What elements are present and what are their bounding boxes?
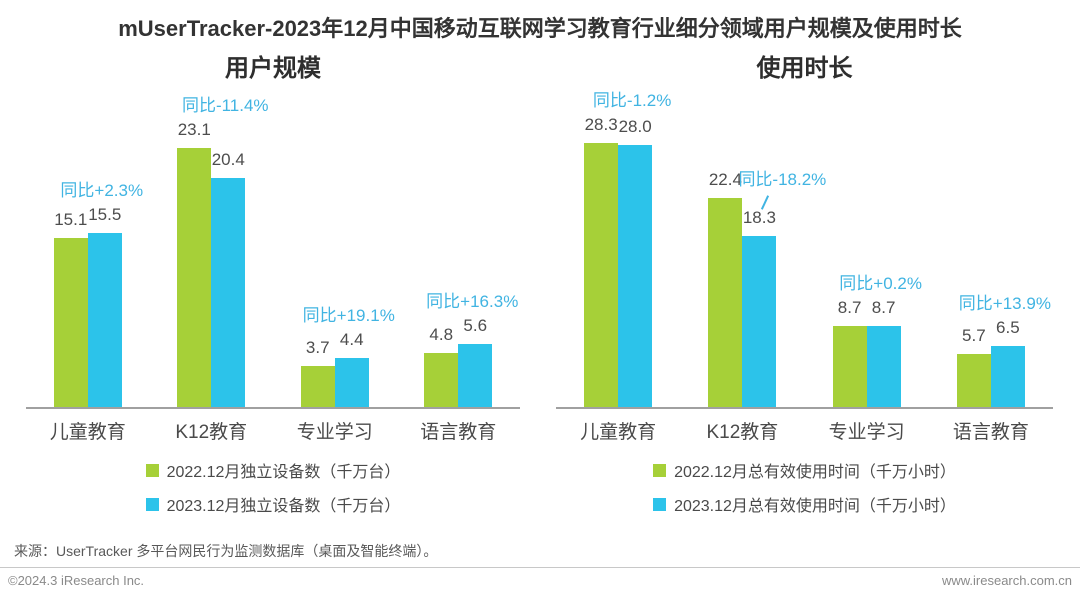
yoy-annotation-K12教育: 同比-18.2% bbox=[738, 169, 827, 189]
bar-group-儿童教育: 28.3 28.0 同比-1.2% bbox=[556, 92, 680, 407]
bar-2022-语言教育 bbox=[956, 353, 991, 407]
yoy-annotation-专业学习: 同比+0.2% bbox=[839, 273, 922, 293]
bar-2022-专业学习 bbox=[300, 365, 335, 407]
value-label-2023-K12教育: 18.3 bbox=[742, 208, 776, 228]
bar-group-K12教育: 22.4 18.3 同比-18.2% bbox=[680, 95, 826, 407]
x-label-k12-edu: K12教育 bbox=[175, 421, 248, 443]
bar-2023-儿童教育 bbox=[618, 145, 653, 407]
chart-panel-usage-time: 使用时长 28.3 28.0 同比-1.2% 22.4 18.3 同比-18.2% 8.7 8… bbox=[556, 52, 1053, 521]
value-label-2023-语言教育: 6.5 bbox=[996, 318, 1020, 338]
legend-usage-time: 2022.12月总有效使用时间（千万小时） 2023.12月总有效使用时间（千万… bbox=[556, 453, 1053, 521]
legend-swatch-2023-icon bbox=[653, 497, 667, 511]
legend-swatch-2023-icon bbox=[145, 497, 159, 511]
legend-label-2022-devices: 2022.12月独立设备数（千万台） bbox=[166, 464, 401, 481]
source-note: 来源：UserTracker 多平台网民行为监测数据库（桌面及智能终端）。 bbox=[14, 543, 438, 559]
x-label-language-edu: 语言教育 bbox=[420, 421, 497, 443]
bar-2023-专业学习 bbox=[866, 325, 901, 407]
value-label-2023-语言教育: 5.6 bbox=[463, 316, 488, 336]
yoy-annotation-K12教育: 同比-11.4% bbox=[181, 95, 269, 115]
bar-pair: 28.3 28.0 同比-1.2% bbox=[584, 92, 671, 407]
bar-pair: 8.7 8.7 同比+0.2% bbox=[832, 275, 922, 407]
yoy-annotation-儿童教育: 同比-1.2% bbox=[592, 90, 672, 110]
value-label-2023-儿童教育: 15.5 bbox=[88, 205, 122, 224]
footer-divider bbox=[0, 567, 1080, 568]
bar-group-语言教育: 5.7 6.5 同比+13.9% bbox=[929, 95, 1053, 407]
bar-group-专业学习: 3.7 4.4 同比+19.1% bbox=[273, 95, 397, 407]
bar-2023-儿童教育 bbox=[87, 233, 122, 407]
plot-area-usage-time: 28.3 28.0 同比-1.2% 22.4 18.3 同比-18.2% 8.7 8.7 同比+… bbox=[556, 92, 1053, 409]
yoy-annotation-语言教育: 同比+16.3% bbox=[426, 292, 519, 312]
x-label-professional-learning: 专业学习 bbox=[296, 421, 373, 443]
value-label-2022-K12教育: 22.4 bbox=[708, 169, 742, 189]
legend-swatch-2022-icon bbox=[653, 463, 667, 477]
bar-group-语言教育: 4.8 5.6 同比+16.3% bbox=[397, 95, 521, 407]
bar-2022-儿童教育 bbox=[584, 142, 619, 407]
yoy-annotation-语言教育: 同比+13.9% bbox=[958, 294, 1051, 314]
bar-group-儿童教育: 15.1 15.5 同比+2.3% bbox=[26, 95, 150, 407]
value-label-2022-K12教育: 23.1 bbox=[177, 119, 211, 139]
bar-group-K12教育: 23.1 20.4 同比-11.4% bbox=[150, 95, 274, 407]
bar-2022-语言教育 bbox=[424, 353, 459, 407]
bar-2023-语言教育 bbox=[990, 346, 1025, 407]
bar-group-专业学习: 8.7 8.7 同比+0.2% bbox=[805, 95, 929, 407]
bar-2022-儿童教育 bbox=[53, 237, 88, 407]
value-label-2023-专业学习: 8.7 bbox=[871, 297, 896, 317]
value-label-2022-专业学习: 3.7 bbox=[305, 337, 330, 357]
legend-label-2023-usage: 2023.12月总有效使用时间（千万小时） bbox=[674, 498, 956, 515]
bar-2022-K12教育 bbox=[177, 147, 212, 407]
value-label-2022-语言教育: 5.7 bbox=[962, 325, 986, 345]
legend-label-2022-usage: 2022.12月总有效使用时间（千万小时） bbox=[674, 464, 956, 481]
yoy-annotation-儿童教育: 同比+2.3% bbox=[60, 181, 144, 200]
bar-2023-K12教育 bbox=[742, 236, 777, 407]
bar-2023-K12教育 bbox=[211, 178, 246, 407]
x-label-professional-learning: 专业学习 bbox=[828, 421, 905, 443]
bar-2023-语言教育 bbox=[458, 344, 493, 407]
bar-pair: 5.7 6.5 同比+13.9% bbox=[956, 295, 1051, 407]
x-axis-labels-user-scale: 儿童教育 K12教育 专业学习 语言教育 bbox=[26, 409, 520, 451]
x-label-language-edu: 语言教育 bbox=[952, 421, 1029, 443]
bar-2022-专业学习 bbox=[832, 325, 867, 407]
bar-2023-专业学习 bbox=[334, 357, 369, 407]
chart-title-user-scale: 用户规模 bbox=[225, 55, 321, 82]
bar-pair: 3.7 4.4 同比+19.1% bbox=[300, 307, 395, 407]
value-label-2023-儿童教育: 28.0 bbox=[618, 117, 652, 137]
bar-pair: 15.1 15.5 同比+2.3% bbox=[53, 182, 143, 407]
value-label-2023-专业学习: 4.4 bbox=[339, 329, 364, 349]
bar-pair: 22.4 18.3 同比-18.2% bbox=[708, 171, 826, 407]
x-label-k12-edu: K12教育 bbox=[706, 421, 779, 443]
legend-row-2023-usage: 2023.12月总有效使用时间（千万小时） bbox=[653, 492, 956, 516]
legend-label-2023-devices: 2023.12月独立设备数（千万台） bbox=[166, 498, 401, 515]
x-axis-labels-usage-time: 儿童教育 K12教育 专业学习 语言教育 bbox=[556, 409, 1053, 451]
chart-panel-user-scale: 用户规模 15.1 15.5 同比+2.3% 23.1 20.4 同比-11.4% 3.7 4… bbox=[26, 52, 520, 521]
yoy-annotation-专业学习: 同比+19.1% bbox=[302, 305, 395, 325]
value-label-2022-儿童教育: 15.1 bbox=[54, 209, 88, 229]
footer-website: www.iresearch.com.cn bbox=[941, 573, 1072, 588]
legend-swatch-2022-icon bbox=[145, 463, 159, 477]
legend-user-scale: 2022.12月独立设备数（千万台） 2023.12月独立设备数（千万台） bbox=[26, 453, 520, 521]
bar-pair: 4.8 5.6 同比+16.3% bbox=[424, 293, 518, 407]
bar-2022-K12教育 bbox=[708, 197, 743, 407]
x-label-children-edu: 儿童教育 bbox=[580, 421, 657, 443]
x-label-children-edu: 儿童教育 bbox=[49, 421, 126, 443]
plot-area-user-scale: 15.1 15.5 同比+2.3% 23.1 20.4 同比-11.4% 3.7 4.4 同比+… bbox=[26, 95, 520, 409]
legend-row-2023-devices: 2023.12月独立设备数（千万台） bbox=[145, 492, 401, 516]
value-label-2022-语言教育: 4.8 bbox=[429, 325, 454, 345]
legend-row-2022-usage: 2022.12月总有效使用时间（千万小时） bbox=[653, 458, 956, 482]
value-label-2022-儿童教育: 28.3 bbox=[584, 114, 618, 134]
footer-copyright: ©2024.3 iResearch Inc. bbox=[8, 573, 145, 588]
page-title: mUserTracker-2023年12月中国移动互联网学习教育行业细分领域用户… bbox=[118, 16, 962, 41]
value-label-2022-专业学习: 8.7 bbox=[837, 297, 862, 317]
value-label-2023-K12教育: 20.4 bbox=[211, 150, 245, 170]
legend-row-2022-devices: 2022.12月独立设备数（千万台） bbox=[145, 458, 401, 482]
bar-pair: 23.1 20.4 同比-11.4% bbox=[177, 97, 269, 407]
chart-title-usage-time: 使用时长 bbox=[756, 55, 853, 82]
